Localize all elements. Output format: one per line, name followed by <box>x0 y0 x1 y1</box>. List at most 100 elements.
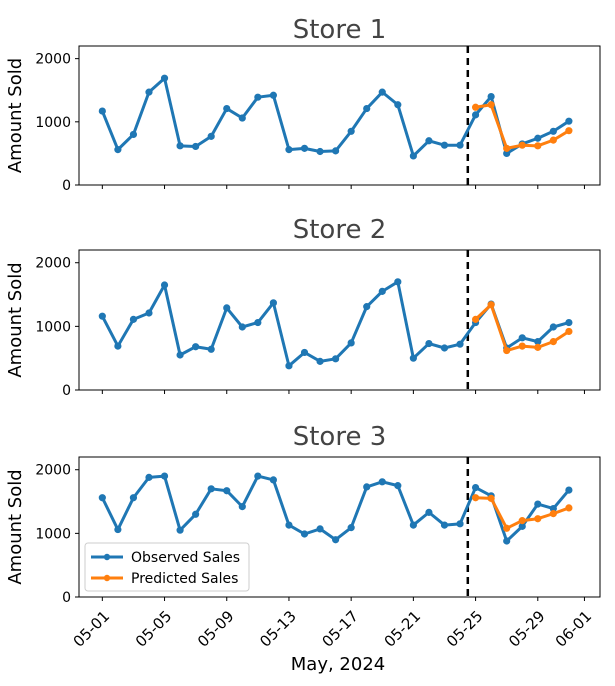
predicted-sales-point <box>487 494 495 502</box>
observed-sales-point <box>192 343 200 351</box>
y-axis-label: Amount Sold <box>5 262 26 377</box>
panel-title: Store 2 <box>293 215 387 245</box>
observed-sales-point <box>129 494 138 502</box>
x-tick-label: 05-01 <box>70 607 114 651</box>
observed-sales-point <box>192 142 200 151</box>
y-tick-label: 0 <box>62 383 71 399</box>
observed-sales-point <box>363 303 371 311</box>
observed-sales-point <box>565 318 573 327</box>
predicted-sales-point <box>471 494 480 502</box>
observed-sales-point <box>98 494 106 502</box>
panel-title: Store 3 <box>293 422 387 452</box>
predicted-sales-point <box>565 504 573 512</box>
x-tick-label: 05-21 <box>381 607 425 651</box>
observed-sales-point <box>347 339 355 347</box>
legend-box <box>84 542 250 592</box>
observed-sales-point <box>316 147 324 156</box>
observed-sales-point <box>223 487 231 495</box>
predicted-sales-point <box>565 127 573 135</box>
predicted-sales-point <box>549 136 557 144</box>
observed-sales-point <box>223 304 231 312</box>
predicted-sales-point <box>471 315 480 323</box>
observed-sales-point <box>363 104 371 113</box>
observed-sales-point <box>378 478 386 486</box>
observed-sales-point <box>332 147 340 155</box>
observed-sales-point <box>160 74 169 82</box>
y-tick-label: 2000 <box>35 256 71 272</box>
observed-sales-point <box>425 339 433 348</box>
predicted-sales-point <box>487 301 495 309</box>
predicted-sales-point <box>503 524 511 532</box>
predicted-sales-point <box>471 103 480 111</box>
observed-sales-point <box>332 536 340 544</box>
predicted-sales-point <box>549 338 557 346</box>
x-tick-label: 05-25 <box>443 607 487 651</box>
predicted-sales-point <box>503 144 511 152</box>
observed-sales-point <box>565 486 573 494</box>
plot-frame <box>78 456 601 598</box>
observed-sales-point <box>176 351 184 359</box>
y-tick-label: 1000 <box>35 115 71 131</box>
observed-sales-point <box>207 345 215 353</box>
observed-sales-point <box>300 144 309 152</box>
observed-sales-point <box>363 483 371 491</box>
observed-sales-point <box>238 323 246 331</box>
observed-sales-point <box>347 524 355 532</box>
y-axis-label: Amount Sold <box>5 58 26 173</box>
observed-sales-point <box>518 334 526 342</box>
predicted-sales-point <box>534 142 542 150</box>
observed-sales-point <box>534 134 542 142</box>
x-tick-label: 05-13 <box>256 607 300 651</box>
observed-sales-point <box>300 530 309 538</box>
y-tick-label: 1000 <box>35 526 71 542</box>
observed-sales-point <box>316 525 324 533</box>
observed-sales-point <box>394 278 402 286</box>
predicted-sales-point <box>487 101 495 109</box>
panel-title: Store 1 <box>293 15 387 45</box>
observed-sales-point <box>254 318 262 327</box>
observed-sales-point <box>145 88 153 96</box>
observed-sales-point <box>409 354 417 362</box>
predicted-sales-point <box>518 517 526 525</box>
observed-sales-point <box>456 520 464 528</box>
observed-sales-point <box>176 142 184 150</box>
observed-sales-point <box>254 472 262 480</box>
x-axis-label: May, 2024 <box>291 654 385 675</box>
observed-sales-point <box>409 521 417 529</box>
observed-sales-point <box>565 117 573 125</box>
x-tick-label: 05-09 <box>194 607 238 651</box>
observed-sales-point <box>425 137 433 145</box>
observed-sales-point <box>223 104 231 113</box>
observed-sales-point <box>549 127 557 135</box>
predicted-sales-point <box>565 327 573 336</box>
observed-sales-point <box>456 141 464 149</box>
observed-sales-point <box>269 299 278 307</box>
observed-sales-point <box>129 315 138 323</box>
x-tick-label: 05-05 <box>132 607 176 651</box>
plot-frame <box>78 249 601 391</box>
observed-sales-point <box>238 503 246 511</box>
x-tick-label: 06-01 <box>552 607 596 651</box>
predicted-sales-point <box>549 510 557 518</box>
y-tick-label: 0 <box>62 590 71 606</box>
observed-sales-point <box>378 287 386 295</box>
observed-sales-point <box>269 91 278 99</box>
observed-sales-point <box>534 500 542 508</box>
y-tick-label: 0 <box>62 178 71 194</box>
observed-sales-point <box>440 521 449 529</box>
observed-sales-point <box>238 114 246 122</box>
observed-sales-point <box>425 508 433 516</box>
x-tick-label: 05-29 <box>505 607 549 651</box>
predicted-sales-point <box>518 141 526 149</box>
observed-sales-point <box>409 152 417 160</box>
observed-sales-point <box>98 312 106 320</box>
observed-sales-point <box>285 362 293 370</box>
observed-sales-point <box>254 93 262 101</box>
observed-sales-point <box>394 101 402 109</box>
observed-sales-point <box>300 348 309 357</box>
observed-sales-point <box>114 342 122 350</box>
observed-sales-point <box>269 476 278 484</box>
observed-sales-point <box>285 521 293 529</box>
observed-sales-point <box>471 111 480 119</box>
